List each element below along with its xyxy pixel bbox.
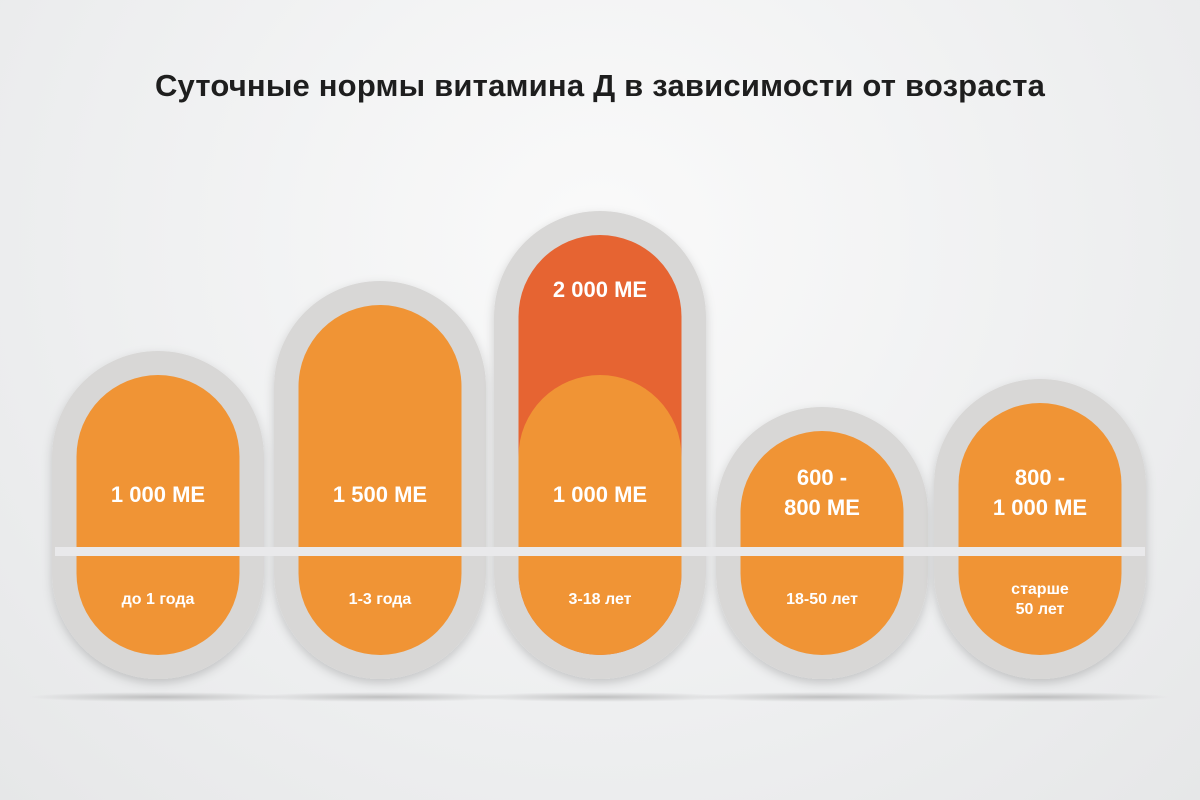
bars-layer xyxy=(52,211,1146,679)
bar xyxy=(298,305,462,655)
labels-layer: 1 000 МЕ до 1 года 1 500 МЕ 1-3 года 1 000 М… xyxy=(111,277,1087,618)
category-label: 1-3 года xyxy=(349,591,412,608)
category-label: 50 лет xyxy=(1016,601,1065,618)
bar xyxy=(958,403,1122,655)
divider-line xyxy=(55,547,1145,556)
value-label: 800 МЕ xyxy=(784,495,860,520)
floor-shadow xyxy=(692,692,952,702)
value-label: 800 - xyxy=(1015,465,1065,490)
category-label: 18-50 лет xyxy=(786,591,858,608)
floor-shadow xyxy=(470,692,730,702)
category-label: старше xyxy=(1011,581,1069,598)
floor-shadow xyxy=(910,692,1170,702)
value-label: 1 000 МЕ xyxy=(993,495,1087,520)
floor-shadow xyxy=(250,692,510,702)
bar xyxy=(740,431,904,655)
chart-title: Суточные нормы витамина Д в зависимости … xyxy=(154,68,1046,103)
bar xyxy=(76,375,240,655)
value-label: 600 - xyxy=(797,465,847,490)
floor-shadow xyxy=(28,692,288,702)
value-label-top: 2 000 МЕ xyxy=(553,277,647,302)
floor-shadows xyxy=(28,692,1170,702)
category-label: 3-18 лет xyxy=(569,591,632,608)
value-label: 1 000 МЕ xyxy=(553,482,647,507)
value-label: 1 500 МЕ xyxy=(333,482,427,507)
category-label: до 1 года xyxy=(122,591,195,608)
value-label: 1 000 МЕ xyxy=(111,482,205,507)
bar xyxy=(518,375,682,655)
